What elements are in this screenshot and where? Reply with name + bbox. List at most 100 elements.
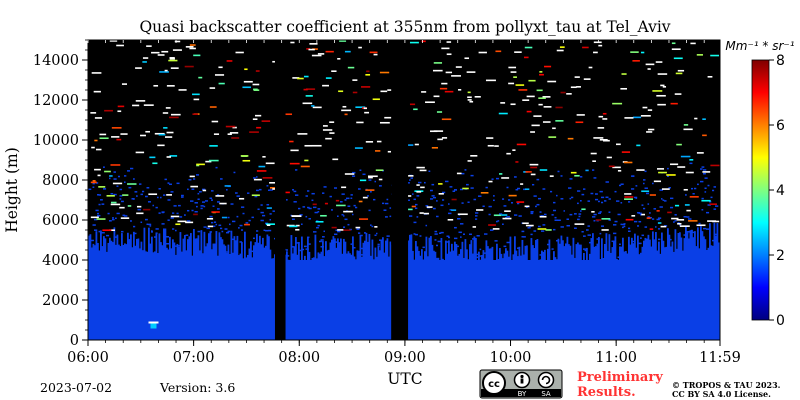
signal-fleck [592, 216, 596, 218]
signal-column [629, 244, 632, 260]
signal-column [505, 248, 507, 260]
signal-fleck [323, 230, 326, 233]
signal-fleck [574, 227, 577, 229]
signal-fleck [407, 199, 410, 202]
noise-dash [166, 85, 175, 87]
noise-dash [696, 224, 706, 227]
signal-column [655, 232, 657, 260]
signal-fleck [620, 223, 623, 226]
signal-column [112, 242, 114, 260]
signal-column [410, 234, 413, 260]
signal-fleck [347, 223, 350, 226]
noise-dash [516, 143, 527, 146]
signal-fleck [448, 212, 452, 215]
signal-fleck [151, 231, 154, 233]
noise-dash [331, 226, 337, 229]
signal-fleck [664, 200, 667, 202]
noise-dash [266, 224, 271, 226]
noise-dash [467, 160, 472, 162]
signal-column [149, 243, 152, 260]
signal-column [113, 227, 116, 260]
signal-fleck [518, 215, 522, 217]
signal-column [469, 244, 471, 260]
noise-dash [674, 204, 680, 207]
signal-column [182, 238, 185, 260]
signal-column [412, 250, 414, 260]
signal-column [478, 251, 480, 260]
noise-dash [189, 44, 196, 46]
noise-dash [432, 69, 443, 72]
signal-fleck [712, 239, 715, 242]
signal-fleck [535, 205, 537, 208]
noise-dash [457, 213, 468, 216]
signal-column [569, 245, 572, 260]
signal-fleck [119, 195, 123, 197]
signal-column [227, 244, 230, 260]
signal-fleck [352, 175, 356, 177]
noise-dash [110, 164, 121, 166]
signal-fleck [539, 211, 542, 213]
noise-dash [674, 93, 682, 95]
noise-dash [502, 217, 512, 220]
signal-fleck [124, 215, 128, 217]
noise-dash [462, 187, 469, 190]
signal-fleck [307, 236, 310, 239]
signal-column [296, 254, 299, 260]
signal-fleck [190, 200, 194, 202]
signal-column [184, 235, 186, 260]
signal-fleck [376, 232, 378, 235]
noise-dash [164, 69, 168, 72]
signal-fleck [343, 215, 345, 217]
noise-dash [433, 95, 440, 98]
signal-fleck [569, 178, 573, 180]
signal-fleck [616, 200, 620, 202]
signal-fleck [574, 213, 577, 215]
signal-fleck [350, 194, 353, 196]
noise-dash [602, 112, 607, 115]
signal-column [608, 234, 611, 260]
signal-column [131, 247, 134, 260]
signal-fleck [482, 205, 485, 208]
noise-dash [575, 121, 584, 124]
signal-fleck [503, 245, 507, 248]
signal-fleck [506, 186, 509, 189]
signal-column [151, 236, 153, 260]
signal-fleck [449, 186, 453, 188]
signal-column [682, 250, 684, 260]
signal-column [223, 244, 225, 260]
noise-dash [621, 73, 627, 75]
signal-fleck [313, 231, 317, 233]
signal-fleck [272, 210, 275, 212]
signal-column [316, 258, 318, 260]
noise-dash [583, 78, 591, 80]
signal-column [187, 239, 189, 260]
noise-dash [608, 165, 615, 168]
noise-dash [688, 220, 698, 222]
signal-column [160, 242, 162, 260]
signal-fleck [647, 216, 650, 218]
signal-fleck [583, 248, 586, 250]
signal-column [166, 247, 168, 260]
noise-dash [621, 151, 631, 153]
signal-fleck [346, 197, 350, 200]
signal-fleck [230, 203, 234, 205]
noise-dash [508, 194, 517, 197]
signal-fleck [713, 208, 717, 210]
signal-fleck [604, 200, 607, 202]
noise-dash [570, 171, 577, 174]
signal-fleck [155, 206, 158, 209]
signal-fleck [640, 214, 643, 216]
signal-fleck [415, 207, 418, 210]
noise-dash [119, 206, 125, 209]
noise-dash [148, 193, 158, 196]
signal-fleck [712, 189, 715, 192]
signal-column [256, 233, 258, 260]
noise-dash [542, 121, 551, 123]
noise-dash [441, 82, 448, 85]
signal-fleck [139, 183, 142, 185]
signal-column [209, 231, 212, 260]
signal-fleck [542, 224, 546, 226]
noise-dash [192, 113, 198, 115]
noise-dash [649, 194, 656, 196]
